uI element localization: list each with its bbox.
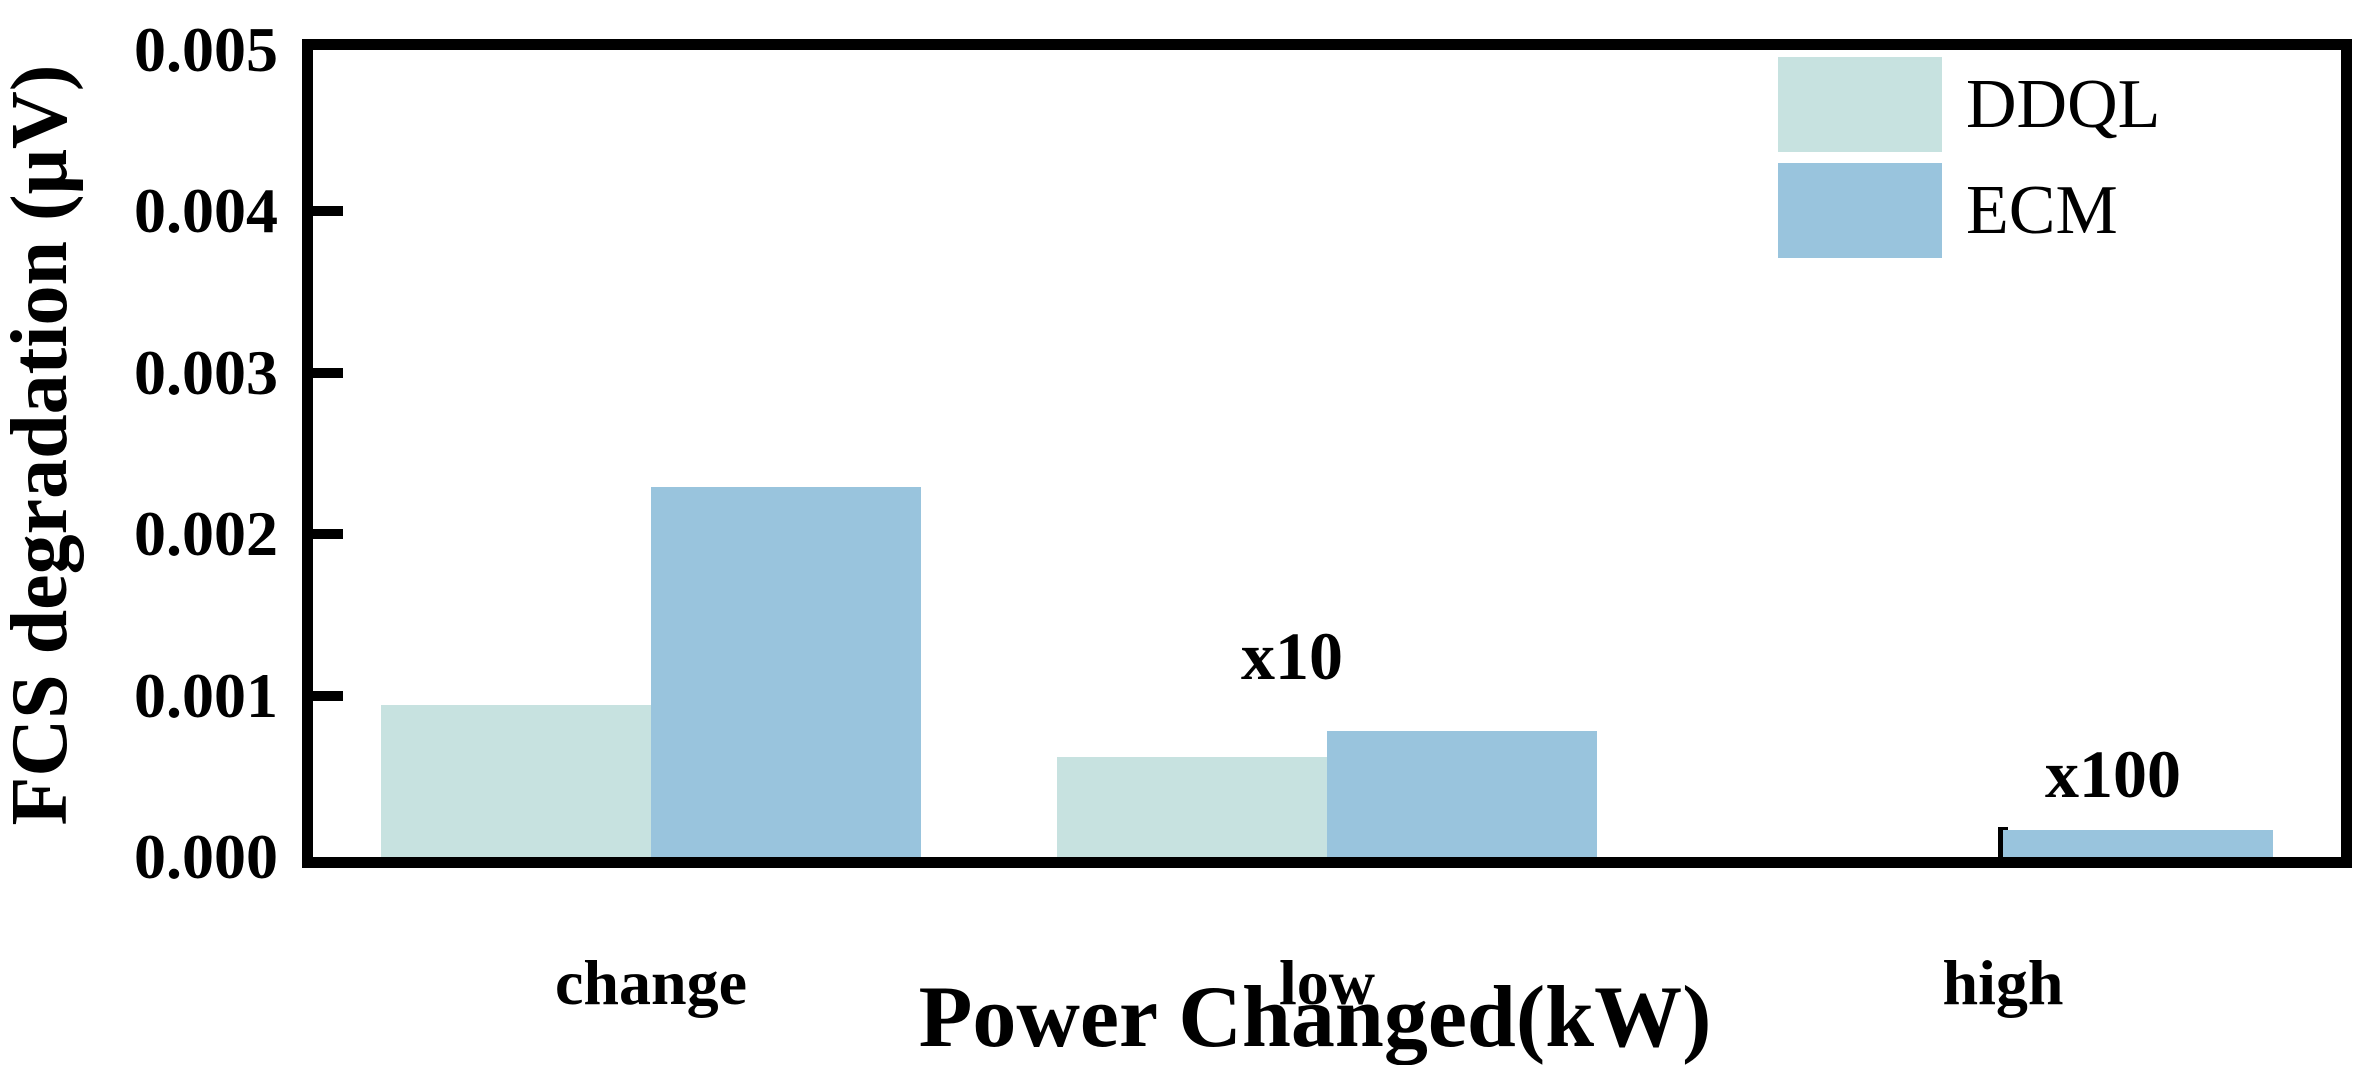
y-axis-title: FCS degradation (μV) [0,64,84,826]
y-tick-label-0.003: 0.003 [134,336,278,408]
bar-ecm-high [2003,829,2273,857]
y-tick-label-0.004: 0.004 [134,175,278,247]
legend-item-ddql: DDQL [1778,57,2160,152]
y-tick-label-0.005: 0.005 [134,14,278,85]
bar-ddql-change [381,705,651,857]
y-tick-mark-0.004 [313,206,343,217]
bar-ecm-change [651,487,921,857]
y-tick-mark-0.003 [313,367,343,378]
x-tick-label-low: low [1279,947,1375,1018]
bar-ddql-low [1057,756,1327,857]
y-tick-mark-0.001 [313,690,343,701]
legend-swatch-ecm [1778,163,1942,258]
x-axis-title: Power Changed(kW) [918,969,1712,1065]
y-tick-label-0.000: 0.000 [134,821,278,892]
y-tick-label-0.002: 0.002 [134,498,278,570]
y-tick-label-0.001: 0.001 [134,659,278,731]
annotation-x10: x10 [1241,618,1343,694]
legend: DDQL ECM [1778,57,2160,258]
legend-label-ddql: DDQL [1966,66,2161,143]
x-tick-label-change: change [555,947,747,1018]
x-tick-label-high: high [1942,947,2064,1018]
y-tick-mark-0.002 [313,529,343,540]
annotation-x100: x100 [2045,736,2181,812]
legend-swatch-ddql [1778,57,1942,152]
legend-label-ecm: ECM [1966,172,2118,249]
legend-item-ecm: ECM [1778,163,2160,258]
bar-ecm-low [1327,731,1597,857]
